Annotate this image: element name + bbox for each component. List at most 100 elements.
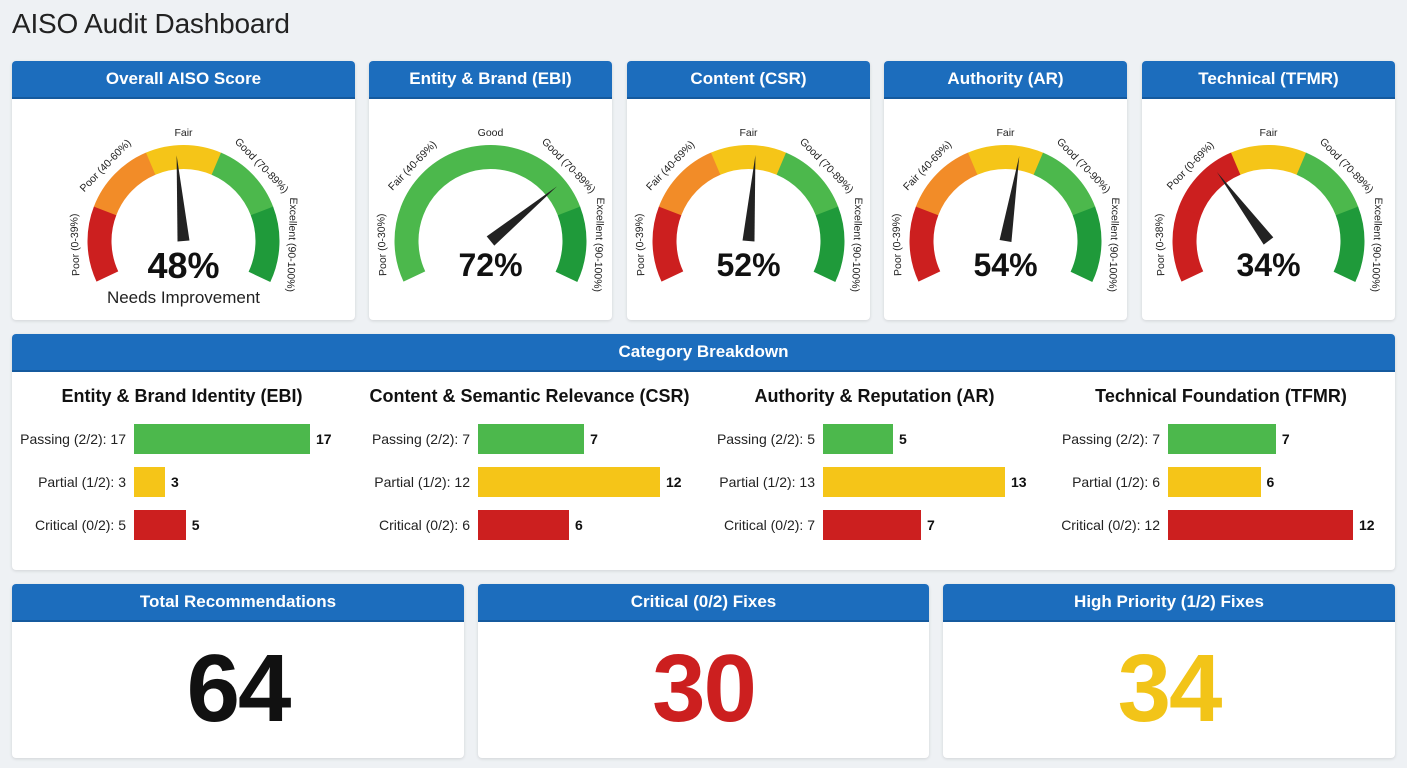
summary-critical-panel: Critical (0/2) Fixes 30 xyxy=(478,584,929,758)
category-row: Passing (2/2): 7 7 xyxy=(1047,424,1395,454)
category-row: Partial (1/2): 13 13 xyxy=(702,467,1047,497)
category-row-label: Passing (2/2): 7 xyxy=(371,431,470,447)
gauge-panel-overall: Overall AISO Score Poor (0-39%) Poor (40-… xyxy=(12,61,355,320)
gauge-segment xyxy=(1070,206,1102,283)
gauge-value: 72% xyxy=(458,247,523,283)
category-bar-value: 5 xyxy=(899,431,907,447)
category-bar-value: 12 xyxy=(666,474,682,490)
gauge-segment xyxy=(1230,145,1307,175)
category-csr: Content & Semantic Relevance (CSR) Passin… xyxy=(357,374,702,564)
gauge-segment xyxy=(93,152,156,216)
gauge-header: Authority (AR) xyxy=(884,61,1127,99)
gauge-zone-label: Good xyxy=(478,127,504,139)
gauge-segment xyxy=(211,152,274,216)
total-recommendations-value: 64 xyxy=(186,635,292,742)
category-title: Authority & Reputation (AR) xyxy=(754,386,995,406)
category-row: Passing (2/2): 7 7 xyxy=(357,424,702,454)
category-row-label: Passing (2/2): 7 xyxy=(1061,431,1160,447)
gauge-panel-tfmr: Technical (TFMR) Poor (0-38%) Poor (0-69%… xyxy=(1142,61,1395,320)
category-row: Critical (0/2): 12 12 xyxy=(1047,510,1395,540)
category-row-label: Partial (1/2): 6 xyxy=(1072,474,1160,490)
gauge-needle xyxy=(176,155,190,242)
gauge-segment xyxy=(915,152,978,216)
category-bar-value: 7 xyxy=(590,431,598,447)
category-title: Technical Foundation (TFMR) xyxy=(1095,386,1347,406)
category-bar xyxy=(823,424,893,454)
gauge-segment xyxy=(813,206,845,283)
category-row-label: Partial (1/2): 12 xyxy=(374,474,470,490)
gauge-header: Content (CSR) xyxy=(627,61,870,99)
category-row-label: Critical (0/2): 12 xyxy=(1061,517,1160,533)
gauge-header: Overall AISO Score xyxy=(12,61,355,99)
gauge-zone-label: Excellent (90-100%) xyxy=(1106,197,1121,292)
category-row: Partial (1/2): 3 3 xyxy=(12,467,352,497)
category-breakdown-header: Category Breakdown xyxy=(12,334,1395,372)
category-row: Critical (0/2): 7 7 xyxy=(702,510,1047,540)
category-bar xyxy=(134,424,310,454)
gauge-zone-label: Excellent (90-100%) xyxy=(284,197,299,292)
category-ebi: Entity & Brand Identity (EBI) Passing (2/… xyxy=(12,374,352,564)
category-row: Passing (2/2): 5 5 xyxy=(702,424,1047,454)
gauge-zone-label: Excellent (90-100%) xyxy=(591,197,606,292)
category-bar xyxy=(134,510,186,540)
category-bar xyxy=(823,510,921,540)
gauge-segment xyxy=(394,206,426,282)
category-bar-value: 7 xyxy=(927,517,935,533)
gauge-segment xyxy=(710,145,787,175)
category-title: Content & Semantic Relevance (CSR) xyxy=(369,386,690,406)
category-bar xyxy=(823,467,1005,497)
gauge-header: Entity & Brand (EBI) xyxy=(369,61,612,99)
gauge-needle xyxy=(999,156,1020,242)
high-priority-fixes-value: 34 xyxy=(1117,635,1223,742)
category-bar xyxy=(1168,424,1276,454)
gauge-segment xyxy=(518,152,581,216)
gauge-segment xyxy=(400,152,463,216)
category-bar xyxy=(478,467,660,497)
gauge-zone-label: Poor (0-39%) xyxy=(890,213,904,276)
category-bar xyxy=(478,510,569,540)
gauge-zone-label: Excellent (90-100%) xyxy=(849,197,864,292)
summary-header: Critical (0/2) Fixes xyxy=(478,584,929,622)
category-tfmr: Technical Foundation (TFMR) Passing (2/2)… xyxy=(1047,374,1395,564)
category-row: Partial (1/2): 12 12 xyxy=(357,467,702,497)
category-row-label: Critical (0/2): 6 xyxy=(378,517,470,533)
gauge-segment xyxy=(555,206,587,283)
gauge-segment xyxy=(1172,206,1204,282)
gauge-segment xyxy=(1178,152,1241,216)
gauge-zone-label: Fair xyxy=(739,127,758,139)
gauge-segment xyxy=(452,145,529,175)
gauge-segment xyxy=(145,145,222,175)
category-bar xyxy=(478,424,585,454)
category-row-label: Partial (1/2): 13 xyxy=(719,474,815,490)
category-row-label: Partial (1/2): 3 xyxy=(38,474,126,490)
gauge-zone-label: Excellent (90-100%) xyxy=(1369,197,1384,292)
gauge-value: 48% xyxy=(147,245,220,286)
category-row: Passing (2/2): 17 17 xyxy=(12,424,352,454)
gauge-value: 52% xyxy=(716,247,781,283)
category-bar-value: 13 xyxy=(1011,474,1027,490)
category-row-label: Critical (0/2): 5 xyxy=(34,517,126,533)
category-bar-value: 6 xyxy=(1266,474,1275,490)
gauge-zone-label: Poor (0-38%) xyxy=(1153,213,1167,276)
category-row-label: Passing (2/2): 5 xyxy=(716,431,815,447)
gauge-zone-label: Poor (0-30%) xyxy=(375,213,389,276)
category-title: Entity & Brand Identity (EBI) xyxy=(61,386,303,406)
gauge-panel-ar: Authority (AR) Poor (0-39%) Fair (40-69%)… xyxy=(884,61,1127,320)
gauge-zone-label: Fair xyxy=(174,127,193,139)
gauge-header: Technical (TFMR) xyxy=(1142,61,1395,99)
category-bar-value: 5 xyxy=(191,517,200,533)
gauge-segment xyxy=(909,206,941,282)
gauge-segment xyxy=(1033,152,1096,216)
gauge-panel-ebi: Entity & Brand (EBI) Poor (0-30%) Fair (4… xyxy=(369,61,612,320)
gauge-value: 54% xyxy=(973,247,1038,283)
gauge-segment xyxy=(87,206,119,282)
gauge-zone-label: Poor (0-39%) xyxy=(68,213,82,276)
gauge-segment xyxy=(1333,206,1365,283)
gauge-needle xyxy=(486,186,557,246)
category-bar-value: 6 xyxy=(575,517,583,533)
category-row-label: Critical (0/2): 7 xyxy=(723,517,815,533)
gauge-segment xyxy=(658,152,721,216)
